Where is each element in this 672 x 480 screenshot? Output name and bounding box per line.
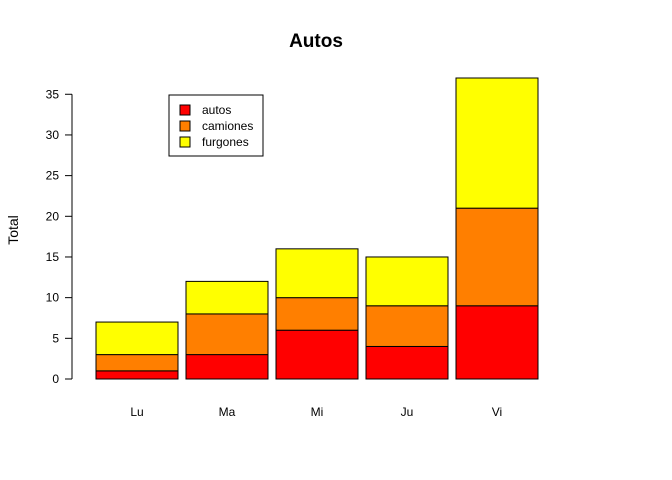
bar-segment-autos xyxy=(455,305,539,380)
y-axis-label: Total xyxy=(5,215,21,245)
bar-segment-camiones xyxy=(275,297,359,331)
bar-segment-camiones xyxy=(185,313,269,356)
x-tick-label: Mi xyxy=(311,405,324,419)
legend-label-camiones: camiones xyxy=(202,119,253,133)
x-tick-label: Ma xyxy=(219,405,236,419)
x-tick-label: Vi xyxy=(492,405,502,419)
y-tick-label: 15 xyxy=(46,250,60,264)
y-tick-label: 0 xyxy=(52,372,59,386)
y-tick-label: 30 xyxy=(46,128,60,142)
y-tick-label: 35 xyxy=(46,87,60,101)
legend-label-autos: autos xyxy=(202,103,231,117)
bar-segment-furgones xyxy=(95,321,179,356)
legend-swatch-camiones xyxy=(179,120,191,132)
legend-label-furgones: furgones xyxy=(202,135,249,149)
y-tick-label: 20 xyxy=(46,209,60,223)
bar-segment-autos xyxy=(275,329,359,380)
y-tick-label: 10 xyxy=(46,291,60,305)
bar-segment-autos xyxy=(185,354,269,380)
bar-segment-autos xyxy=(365,345,449,380)
bar-segment-camiones xyxy=(455,207,539,307)
legend-swatch-autos xyxy=(179,104,191,116)
bar-segment-furgones xyxy=(185,280,269,315)
bar-segment-camiones xyxy=(365,305,449,347)
legend: autos camiones furgones xyxy=(168,94,264,157)
x-tick-label: Ju xyxy=(401,405,414,419)
bar-segment-furgones xyxy=(275,248,359,299)
bar-segment-autos xyxy=(95,370,179,380)
y-axis: 0 5 10 15 20 25 30 35 xyxy=(46,87,73,386)
chart-title: Autos xyxy=(289,31,343,52)
bar-segment-furgones xyxy=(455,77,539,209)
x-tick-label: Lu xyxy=(130,405,143,419)
x-axis-labels: Lu Ma Mi Ju Vi xyxy=(130,405,502,419)
bar-segment-furgones xyxy=(365,256,449,307)
bars xyxy=(95,77,539,380)
y-tick-label: 25 xyxy=(46,169,60,183)
legend-swatch-furgones xyxy=(179,136,191,148)
bar-segment-camiones xyxy=(95,354,179,372)
y-tick-label: 5 xyxy=(52,331,59,345)
